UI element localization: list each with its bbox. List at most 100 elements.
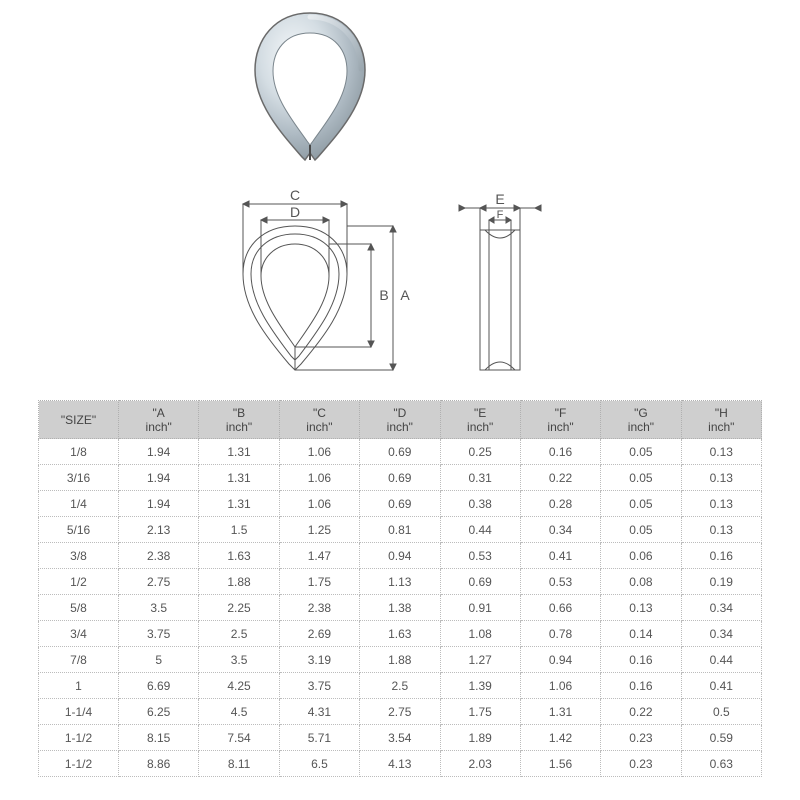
- col-header: "Dinch": [360, 401, 440, 439]
- dim-label-b: B: [379, 287, 388, 303]
- table-cell: 1: [39, 673, 119, 699]
- col-header: "Hinch": [681, 401, 761, 439]
- table-row: 1-1/28.868.116.54.132.031.560.230.63: [39, 751, 762, 777]
- table-cell: 1/8: [39, 439, 119, 465]
- table-cell: 0.34: [681, 595, 761, 621]
- table-cell: 0.53: [440, 543, 520, 569]
- table-cell: 4.31: [279, 699, 359, 725]
- table-row: 1/22.751.881.751.130.690.530.080.19: [39, 569, 762, 595]
- table-cell: 1.94: [119, 439, 199, 465]
- table-cell: 2.75: [360, 699, 440, 725]
- table-cell: 2.5: [360, 673, 440, 699]
- table-cell: 0.05: [601, 465, 681, 491]
- table-cell: 0.13: [681, 491, 761, 517]
- table-cell: 8.15: [119, 725, 199, 751]
- table-cell: 0.13: [681, 517, 761, 543]
- dim-label-a: A: [400, 287, 410, 303]
- col-header: "SIZE": [39, 401, 119, 439]
- table-cell: 0.16: [520, 439, 600, 465]
- table-cell: 0.34: [681, 621, 761, 647]
- table-cell: 2.75: [119, 569, 199, 595]
- table-cell: 1.56: [520, 751, 600, 777]
- table-cell: 7/8: [39, 647, 119, 673]
- table-cell: 1.63: [199, 543, 279, 569]
- table-cell: 0.41: [681, 673, 761, 699]
- table-cell: 0.31: [440, 465, 520, 491]
- table-cell: 0.63: [681, 751, 761, 777]
- table-cell: 3/4: [39, 621, 119, 647]
- table-cell: 0.28: [520, 491, 600, 517]
- table-cell: 3.54: [360, 725, 440, 751]
- table-cell: 1.42: [520, 725, 600, 751]
- table-cell: 1.75: [279, 569, 359, 595]
- table-row: 5/83.52.252.381.380.910.660.130.34: [39, 595, 762, 621]
- table-row: 3/161.941.311.060.690.310.220.050.13: [39, 465, 762, 491]
- table-cell: 2.03: [440, 751, 520, 777]
- table-cell: 2.25: [199, 595, 279, 621]
- table-cell: 1.75: [440, 699, 520, 725]
- table-header-row: "SIZE""Ainch""Binch""Cinch""Dinch""Einch…: [39, 401, 762, 439]
- table-cell: 4.13: [360, 751, 440, 777]
- dim-label-e: E: [495, 191, 504, 207]
- table-row: 1-1/46.254.54.312.751.751.310.220.5: [39, 699, 762, 725]
- table-row: 5/162.131.51.250.810.440.340.050.13: [39, 517, 762, 543]
- table-cell: 1.08: [440, 621, 520, 647]
- table-cell: 3/16: [39, 465, 119, 491]
- table-cell: 1.88: [360, 647, 440, 673]
- table-cell: 0.25: [440, 439, 520, 465]
- product-photo: [245, 5, 375, 165]
- table-cell: 6.69: [119, 673, 199, 699]
- col-header: "Ginch": [601, 401, 681, 439]
- table-cell: 0.22: [601, 699, 681, 725]
- table-cell: 1/4: [39, 491, 119, 517]
- table-cell: 4.5: [199, 699, 279, 725]
- table-cell: 0.66: [520, 595, 600, 621]
- table-row: 1/41.941.311.060.690.380.280.050.13: [39, 491, 762, 517]
- table-cell: 0.16: [601, 647, 681, 673]
- table-cell: 1.89: [440, 725, 520, 751]
- table-cell: 1.94: [119, 465, 199, 491]
- table-cell: 1.27: [440, 647, 520, 673]
- table-row: 3/43.752.52.691.631.080.780.140.34: [39, 621, 762, 647]
- table-cell: 0.08: [601, 569, 681, 595]
- table-cell: 2.38: [119, 543, 199, 569]
- col-header: "Einch": [440, 401, 520, 439]
- dim-label-d: D: [290, 204, 300, 220]
- table-cell: 0.14: [601, 621, 681, 647]
- spec-table: "SIZE""Ainch""Binch""Cinch""Dinch""Einch…: [38, 400, 762, 777]
- table-cell: 0.05: [601, 491, 681, 517]
- table-cell: 3.19: [279, 647, 359, 673]
- table-cell: 0.78: [520, 621, 600, 647]
- table-cell: 1.13: [360, 569, 440, 595]
- table-cell: 0.69: [360, 491, 440, 517]
- table-cell: 1.63: [360, 621, 440, 647]
- table-cell: 0.5: [681, 699, 761, 725]
- table-cell: 1.31: [199, 491, 279, 517]
- table-cell: 0.16: [601, 673, 681, 699]
- table-cell: 5.71: [279, 725, 359, 751]
- table-cell: 4.25: [199, 673, 279, 699]
- table-cell: 0.05: [601, 439, 681, 465]
- dim-label-c: C: [290, 187, 300, 203]
- table-cell: 0.69: [440, 569, 520, 595]
- table-cell: 2.69: [279, 621, 359, 647]
- col-header: "Ainch": [119, 401, 199, 439]
- table-cell: 1-1/2: [39, 751, 119, 777]
- table-cell: 1.06: [279, 491, 359, 517]
- table-cell: 0.91: [440, 595, 520, 621]
- table-cell: 6.5: [279, 751, 359, 777]
- table-cell: 0.05: [601, 517, 681, 543]
- table-cell: 0.94: [360, 543, 440, 569]
- table-cell: 1.88: [199, 569, 279, 595]
- table-cell: 5: [119, 647, 199, 673]
- table-cell: 1.47: [279, 543, 359, 569]
- col-header: "Binch": [199, 401, 279, 439]
- table-cell: 1.06: [279, 439, 359, 465]
- table-cell: 0.22: [520, 465, 600, 491]
- dim-label-f: F: [497, 209, 504, 221]
- table-row: 1/81.941.311.060.690.250.160.050.13: [39, 439, 762, 465]
- table-cell: 1.39: [440, 673, 520, 699]
- table-cell: 3.75: [119, 621, 199, 647]
- table-cell: 1.5: [199, 517, 279, 543]
- table-cell: 3.75: [279, 673, 359, 699]
